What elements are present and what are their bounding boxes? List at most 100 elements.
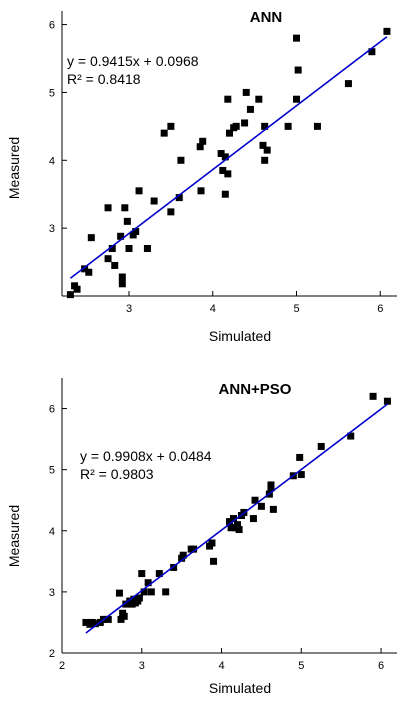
chart-ann-xlabel: Simulated [209,328,271,344]
chart-ann-pso-x-tick-label: 6 [378,660,384,672]
chart-ann-x-tick-label: 4 [210,303,216,315]
chart-ann-point [104,204,112,212]
chart-ann-pso-point [383,397,391,405]
chart-ann-pso-xlabel: Simulated [209,680,271,696]
chart-ann-point [111,261,119,269]
chart-ann-pso-y-tick-label: 6 [49,404,55,416]
chart-ann-pso-point [347,432,355,440]
chart-ann-pso-point [251,496,259,504]
chart-ann-y-tick-label: 6 [49,20,55,32]
chart-ann-point [196,143,204,151]
chart-ann-point [167,122,175,130]
chart-ann-point [108,245,116,252]
chart-ann-pso-point [229,515,237,523]
chart-ann-point [177,156,185,164]
chart-ann-x-tick-label: 6 [377,303,383,315]
chart-ann-pso-x-tick-label: 2 [59,660,65,672]
chart-ann-point [197,187,205,195]
chart-ann-point [199,137,207,145]
chart-ann-point [143,245,151,252]
chart-ann-pso-point [179,551,187,559]
chart-ann-y-tick-label: 3 [49,223,55,235]
chart-ann-pso-fit-line [85,403,388,634]
chart-ann-point [241,119,249,127]
chart-ann-point [73,285,81,293]
chart-ann-point [219,166,227,174]
chart-ann-pso-title: ANN+PSO [219,381,292,398]
chart-ann-point [242,88,250,96]
chart-ann-pso-x-tick-label: 3 [139,660,145,672]
chart-ann-pso-point [235,526,243,534]
chart-ann-pso-point [92,620,99,628]
chart-ann-pso-y-tick-label: 2 [49,648,55,660]
chart-ann-pso-x-tick-label: 5 [298,660,304,672]
chart-ann-pso: ANN+PSO y = 0.9908x + 0.0484 R² = 0.9803… [6,378,397,696]
chart-ann-pso-point [233,521,241,529]
chart-ann-pso-point [147,588,155,596]
chart-ann-point [293,95,300,103]
chart-ann-point [150,197,158,205]
chart-ann-point [259,141,267,149]
chart-ann-point [175,194,183,202]
chart-ann-pso-equation: y = 0.9908x + 0.0484 [80,448,212,464]
chart-ann-point [117,232,125,240]
chart-ann-pso-r2: R² = 0.9803 [80,466,154,482]
chart-ann-point [160,129,168,137]
chart-ann-pso-point [104,615,112,623]
chart-ann-pso-y-tick-label: 4 [49,526,55,538]
chart-ann-x-tick-label: 3 [126,303,132,315]
chart-ann-point [344,80,352,88]
chart-ann-point [224,170,232,178]
chart-ann-pso-point [144,579,152,587]
chart-ann-point [125,245,133,252]
chart-ann-point [293,34,300,42]
chart-ann-point [104,255,112,263]
chart-ann-pso-point [120,612,128,620]
chart-ann-point [221,153,229,161]
chart-ann-ylabel: Measured [6,137,22,199]
chart-ann-pso-point [115,589,123,597]
chart-ann-point [121,204,129,212]
chart-ann-pso-point [296,453,304,461]
chart-ann-point [118,273,126,281]
chart-ann-pso-point [140,588,148,596]
chart-ann-point [255,95,263,103]
chart-ann-point [226,129,233,137]
chart-ann-pso-x-tick-label: 4 [218,660,224,672]
chart-ann-pso-y-tick-label: 5 [49,465,55,477]
chart-ann-pso-point [257,502,265,510]
chart-ann-y-tick-label: 4 [49,155,55,167]
chart-ann-point [123,217,131,225]
chart-ann-pso-point [138,570,146,578]
chart-ann-pso-point [170,563,178,571]
chart-ann-equation: y = 0.9415x + 0.0968 [67,53,199,69]
chart-ann: ANN y = 0.9415x + 0.0968 R² = 0.8418 Sim… [6,9,397,344]
chart-ann-y-tick-label: 5 [49,87,55,99]
chart-ann-point [81,265,89,273]
chart-ann-x-tick-label: 5 [293,303,299,315]
chart-ann-pso-y-tick-label: 3 [49,587,55,599]
chart-ann-pso-point [226,518,233,526]
chart-ann-point [217,150,225,157]
chart-ann-point [294,66,302,74]
chart-ann-point [368,48,376,56]
chart-ann-point [66,291,74,299]
chart-ann-pso-point [130,595,138,603]
chart-ann-pso-point [317,442,325,450]
chart-ann-point [284,122,292,130]
chart-ann-point [246,105,254,113]
chart-ann-point [261,122,269,130]
chart-ann-point [313,122,321,130]
chart-ann-pso-point [297,471,305,479]
chart-ann-title: ANN [250,9,283,26]
chart-ann-point [383,27,391,35]
chart-ann-pso-point [267,484,275,492]
chart-ann-point [85,268,93,276]
chart-ann-pso-point [82,618,90,626]
chart-ann-point [232,122,240,130]
chart-ann-point [263,146,271,154]
chart-ann-pso-point [249,515,257,523]
chart-ann-pso-point [208,539,216,547]
